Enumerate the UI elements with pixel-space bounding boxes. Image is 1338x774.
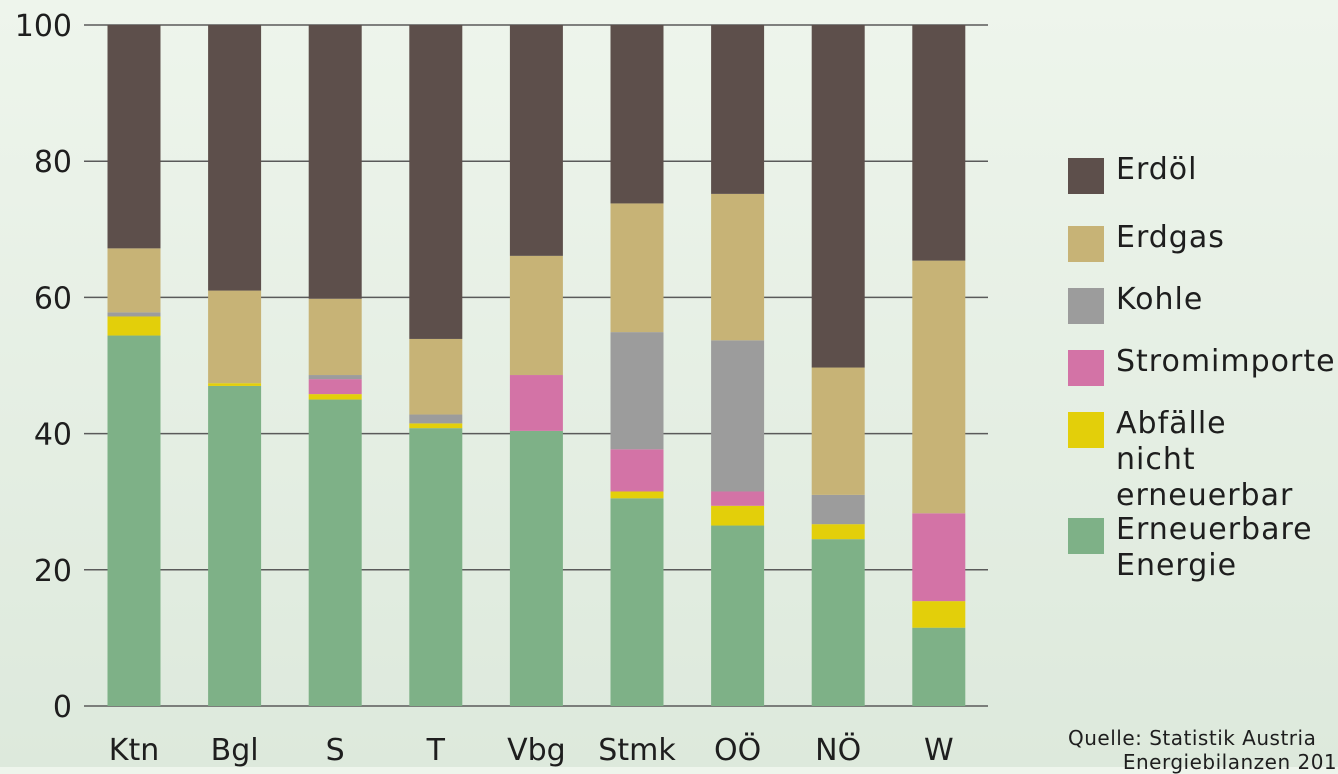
bar-segment-stromimporte-8 [912, 513, 966, 602]
legend-label: Erneuerbare Energie [1116, 512, 1313, 583]
bar-segment-erd-l-0 [107, 25, 161, 249]
bar-segment-stromimporte-6 [711, 491, 765, 506]
x-category-label: NÖ [815, 732, 861, 767]
bar-segment-erd-l-7 [811, 25, 865, 368]
bar-segment-abf-lle-nicht-erneuerbar-6 [711, 505, 765, 526]
bar-segment-abf-lle-nicht-erneuerbar-1 [208, 383, 262, 386]
bar-segment-erd-l-6 [711, 25, 765, 194]
bar-segment-erdgas-3 [409, 338, 463, 415]
bar-segment-erdgas-4 [509, 255, 563, 376]
bar-segment-erneuerbare-energie-6 [711, 525, 765, 706]
bar-segment-erd-l-8 [912, 25, 966, 261]
bar-segment-erneuerbare-energie-3 [409, 428, 463, 706]
bars [107, 25, 966, 706]
bar-segment-erneuerbare-energie-5 [610, 498, 664, 706]
x-category-label: Bgl [211, 733, 259, 767]
y-tick-label-0: 0 [53, 690, 72, 725]
bar-segment-erdgas-8 [912, 260, 966, 514]
bar-segment-abf-lle-nicht-erneuerbar-0 [107, 316, 161, 336]
bar-segment-erneuerbare-energie-8 [912, 627, 966, 706]
y-tick-label-40: 40 [34, 418, 72, 453]
bar-segment-stromimporte-4 [509, 375, 563, 431]
x-category-label: T [426, 733, 446, 767]
y-tick-label-80: 80 [34, 145, 72, 180]
x-category-label: Vbg [507, 733, 566, 767]
y-tick-label-20: 20 [34, 554, 72, 589]
bar-segment-erd-l-3 [409, 25, 463, 339]
bar-segment-erdgas-5 [610, 203, 664, 333]
bar-segment-stromimporte-5 [610, 449, 664, 492]
y-axis-ticks: 0 20 40 60 80 100 [15, 9, 72, 725]
bar-segment-erdgas-1 [208, 290, 262, 384]
bar-segment-kohle-0 [107, 312, 161, 317]
bar-segment-abf-lle-nicht-erneuerbar-7 [811, 524, 865, 540]
x-category-label: Ktn [109, 733, 159, 767]
bar-segment-erdgas-6 [711, 193, 765, 341]
bar-segment-kohle-2 [308, 375, 362, 380]
legend-swatch [1068, 158, 1104, 194]
bar-segment-abf-lle-nicht-erneuerbar-5 [610, 491, 664, 499]
x-axis-categories: Ktn Bgl S T Vbg Stmk OÖ NÖ W [109, 732, 954, 767]
bar-segment-erd-l-1 [208, 25, 262, 291]
bar-segment-erd-l-5 [610, 25, 664, 204]
bar-segment-kohle-7 [811, 494, 865, 525]
bar-segment-erdgas-0 [107, 248, 161, 313]
y-tick-label-100: 100 [15, 9, 72, 44]
bar-segment-erdgas-2 [308, 298, 362, 376]
legend-swatch [1068, 226, 1104, 262]
bar-segment-abf-lle-nicht-erneuerbar-8 [912, 601, 966, 628]
bar-segment-kohle-6 [711, 340, 765, 492]
bar-segment-erneuerbare-energie-2 [308, 399, 362, 706]
legend-label: Abfälle nicht erneuerbar [1116, 406, 1294, 513]
bar-segment-erneuerbare-energie-0 [107, 335, 161, 706]
legend-label: Erdgas [1116, 220, 1225, 255]
legend-label: Stromimporte [1116, 344, 1336, 379]
bar-segment-abf-lle-nicht-erneuerbar-2 [308, 394, 362, 400]
legend-swatch [1068, 288, 1104, 324]
x-category-label: W [924, 733, 954, 767]
bar-segment-kohle-3 [409, 414, 463, 424]
legend-label: Kohle [1116, 282, 1204, 317]
bar-segment-erneuerbare-energie-4 [509, 430, 563, 706]
bar-segment-stromimporte-2 [308, 379, 362, 395]
bar-segment-erneuerbare-energie-7 [811, 539, 865, 706]
legend-swatch [1068, 350, 1104, 386]
bar-segment-kohle-5 [610, 332, 664, 450]
y-tick-label-60: 60 [34, 281, 72, 316]
bar-segment-erd-l-4 [509, 25, 563, 256]
x-category-label: S [326, 733, 345, 767]
x-category-label: OÖ [714, 732, 761, 767]
legend-label: Erdöl [1116, 152, 1198, 187]
legend-swatch [1068, 412, 1104, 448]
legend-swatch [1068, 518, 1104, 554]
bar-segment-erdgas-7 [811, 367, 865, 495]
bar-segment-erneuerbare-energie-1 [208, 385, 262, 706]
bar-segment-erd-l-2 [308, 25, 362, 299]
bar-segment-abf-lle-nicht-erneuerbar-3 [409, 423, 463, 429]
x-category-label: Stmk [598, 733, 676, 767]
